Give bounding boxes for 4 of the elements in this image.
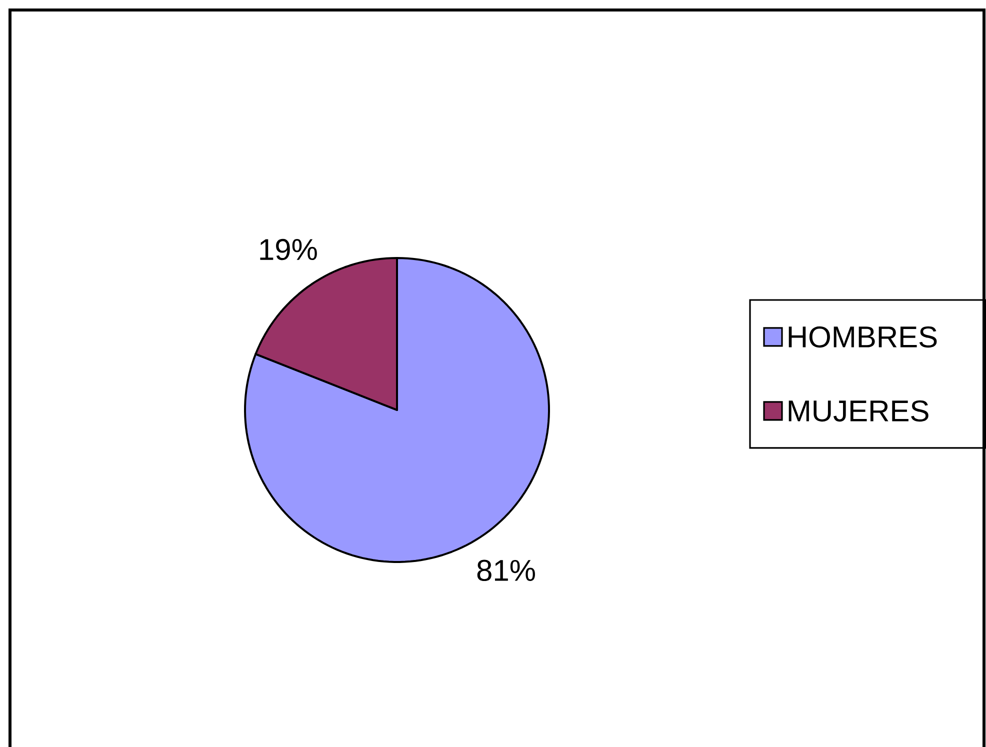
legend-label: MUJERES (788, 400, 928, 422)
data-label: 81% (477, 560, 535, 582)
data-label: 19% (260, 238, 317, 260)
legend-label: HOMBRES (788, 326, 937, 348)
